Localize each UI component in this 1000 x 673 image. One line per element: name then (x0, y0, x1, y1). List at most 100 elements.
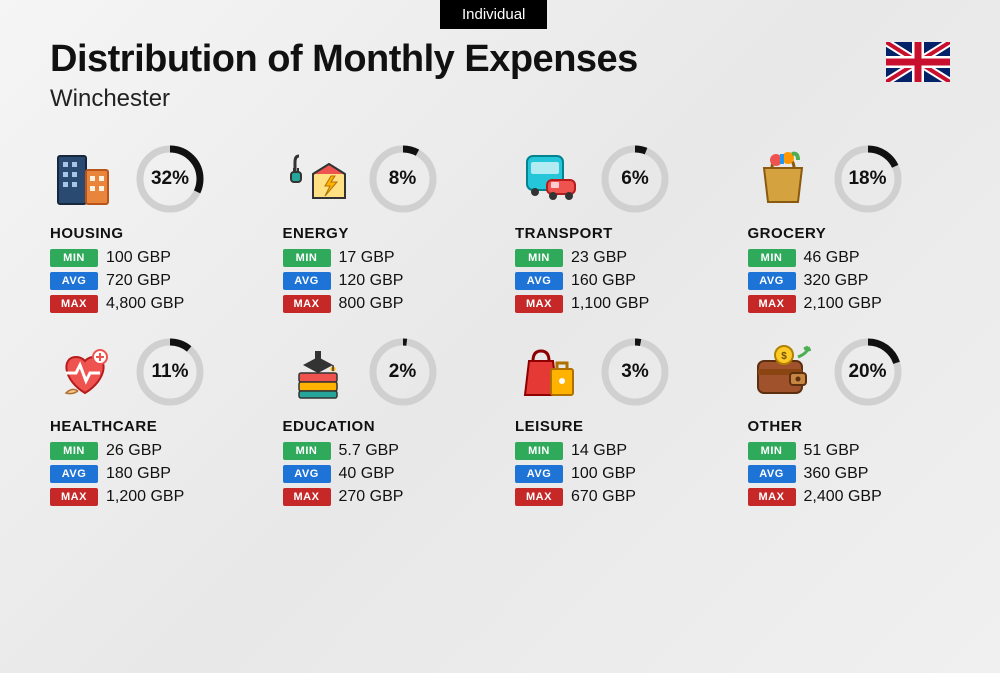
education-min-row: MIN 5.7 GBP (283, 442, 486, 460)
housing-percent-ring: 32% (134, 143, 206, 215)
category-card-grocery: 18% GROCERY MIN 46 GBP AVG 320 GBP MAX 2… (748, 143, 951, 318)
healthcare-min-row: MIN 26 GBP (50, 442, 253, 460)
leisure-avg-value: 100 GBP (571, 465, 636, 483)
avg-badge: AVG (515, 465, 563, 483)
healthcare-max-row: MAX 1,200 GBP (50, 488, 253, 506)
leisure-max-row: MAX 670 GBP (515, 488, 718, 506)
other-avg-row: AVG 360 GBP (748, 465, 951, 483)
other-max-value: 2,400 GBP (804, 488, 882, 506)
grocery-avg-row: AVG 320 GBP (748, 272, 951, 290)
leisure-avg-row: AVG 100 GBP (515, 465, 718, 483)
education-percent-ring: 2% (367, 336, 439, 408)
category-card-energy: 8% ENERGY MIN 17 GBP AVG 120 GBP MAX 800… (283, 143, 486, 318)
leisure-title: LEISURE (515, 418, 718, 435)
energy-max-row: MAX 800 GBP (283, 295, 486, 313)
grocery-min-value: 46 GBP (804, 249, 860, 267)
energy-max-value: 800 GBP (339, 295, 404, 313)
leisure-icon (515, 341, 585, 403)
transport-min-row: MIN 23 GBP (515, 249, 718, 267)
housing-avg-value: 720 GBP (106, 272, 171, 290)
min-badge: MIN (50, 249, 98, 267)
other-min-row: MIN 51 GBP (748, 442, 951, 460)
energy-icon (283, 148, 353, 210)
transport-percent-ring: 6% (599, 143, 671, 215)
healthcare-percent-ring: 11% (134, 336, 206, 408)
min-badge: MIN (748, 442, 796, 460)
max-badge: MAX (50, 488, 98, 506)
transport-max-row: MAX 1,100 GBP (515, 295, 718, 313)
transport-avg-value: 160 GBP (571, 272, 636, 290)
leisure-percent-ring: 3% (599, 336, 671, 408)
healthcare-icon (50, 341, 120, 403)
category-card-other: $ 20% OTHER MIN 51 GBP AVG 360 GBP MAX 2… (748, 336, 951, 511)
avg-badge: AVG (283, 465, 331, 483)
max-badge: MAX (515, 295, 563, 313)
avg-badge: AVG (50, 272, 98, 290)
education-max-row: MAX 270 GBP (283, 488, 486, 506)
leisure-min-value: 14 GBP (571, 442, 627, 460)
avg-badge: AVG (283, 272, 331, 290)
uk-flag-icon (886, 42, 950, 82)
max-badge: MAX (515, 488, 563, 506)
energy-percent-ring: 8% (367, 143, 439, 215)
healthcare-max-value: 1,200 GBP (106, 488, 184, 506)
housing-max-row: MAX 4,800 GBP (50, 295, 253, 313)
grocery-avg-value: 320 GBP (804, 272, 869, 290)
education-min-value: 5.7 GBP (339, 442, 399, 460)
other-percent-ring: 20% (832, 336, 904, 408)
energy-title: ENERGY (283, 225, 486, 242)
education-percent-value: 2% (367, 336, 439, 408)
housing-min-row: MIN 100 GBP (50, 249, 253, 267)
category-card-leisure: 3% LEISURE MIN 14 GBP AVG 100 GBP MAX 67… (515, 336, 718, 511)
header: Distribution of Monthly Expenses Winches… (0, 0, 1000, 121)
category-card-transport: 6% TRANSPORT MIN 23 GBP AVG 160 GBP MAX … (515, 143, 718, 318)
min-badge: MIN (515, 442, 563, 460)
education-title: EDUCATION (283, 418, 486, 435)
category-card-education: 2% EDUCATION MIN 5.7 GBP AVG 40 GBP MAX … (283, 336, 486, 511)
grocery-max-value: 2,100 GBP (804, 295, 882, 313)
avg-badge: AVG (748, 272, 796, 290)
max-badge: MAX (283, 488, 331, 506)
energy-min-row: MIN 17 GBP (283, 249, 486, 267)
housing-icon (50, 148, 120, 210)
other-min-value: 51 GBP (804, 442, 860, 460)
min-badge: MIN (515, 249, 563, 267)
housing-percent-value: 32% (134, 143, 206, 215)
healthcare-min-value: 26 GBP (106, 442, 162, 460)
education-icon (283, 341, 353, 403)
healthcare-avg-row: AVG 180 GBP (50, 465, 253, 483)
transport-avg-row: AVG 160 GBP (515, 272, 718, 290)
categories-grid: 32% HOUSING MIN 100 GBP AVG 720 GBP MAX … (0, 121, 1000, 541)
transport-title: TRANSPORT (515, 225, 718, 242)
grocery-min-row: MIN 46 GBP (748, 249, 951, 267)
category-card-housing: 32% HOUSING MIN 100 GBP AVG 720 GBP MAX … (50, 143, 253, 318)
grocery-percent-value: 18% (832, 143, 904, 215)
min-badge: MIN (50, 442, 98, 460)
healthcare-percent-value: 11% (134, 336, 206, 408)
education-avg-row: AVG 40 GBP (283, 465, 486, 483)
energy-percent-value: 8% (367, 143, 439, 215)
avg-badge: AVG (50, 465, 98, 483)
transport-icon (515, 148, 585, 210)
max-badge: MAX (50, 295, 98, 313)
education-avg-value: 40 GBP (339, 465, 395, 483)
grocery-title: GROCERY (748, 225, 951, 242)
avg-badge: AVG (748, 465, 796, 483)
other-icon: $ (748, 341, 818, 403)
other-avg-value: 360 GBP (804, 465, 869, 483)
housing-avg-row: AVG 720 GBP (50, 272, 253, 290)
grocery-icon (748, 148, 818, 210)
education-max-value: 270 GBP (339, 488, 404, 506)
transport-max-value: 1,100 GBP (571, 295, 649, 313)
max-badge: MAX (283, 295, 331, 313)
other-max-row: MAX 2,400 GBP (748, 488, 951, 506)
max-badge: MAX (748, 488, 796, 506)
min-badge: MIN (283, 249, 331, 267)
leisure-min-row: MIN 14 GBP (515, 442, 718, 460)
page-subtitle: Winchester (50, 85, 950, 113)
grocery-max-row: MAX 2,100 GBP (748, 295, 951, 313)
energy-avg-row: AVG 120 GBP (283, 272, 486, 290)
min-badge: MIN (748, 249, 796, 267)
healthcare-title: HEALTHCARE (50, 418, 253, 435)
energy-min-value: 17 GBP (339, 249, 395, 267)
